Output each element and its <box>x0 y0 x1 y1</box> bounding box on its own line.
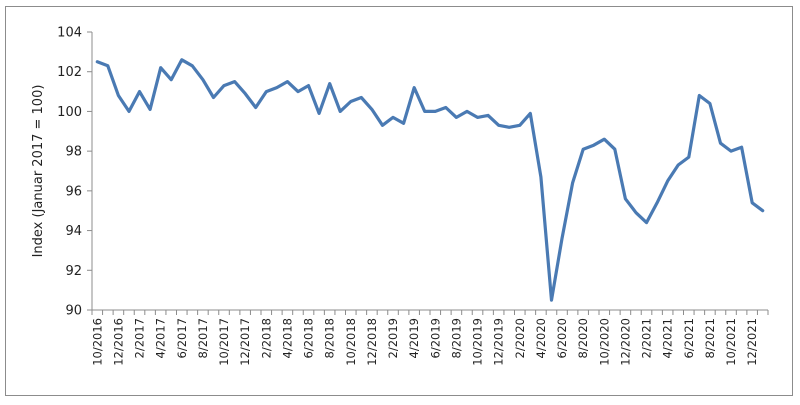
x-tick-label: 12/2018 <box>365 318 379 366</box>
x-tick-label: 6/2017 <box>175 318 189 358</box>
y-axis-label: Index (Januar 2017 = 100) <box>31 85 46 258</box>
x-tick-label: 6/2019 <box>428 318 442 358</box>
x-tick-label: 2/2021 <box>640 318 654 358</box>
y-tick-label: 100 <box>57 105 82 120</box>
x-tick-label: 6/2020 <box>555 318 569 358</box>
chart-frame <box>5 6 793 396</box>
x-tick-label: 6/2021 <box>682 318 696 358</box>
x-tick-label: 8/2017 <box>196 318 210 358</box>
x-tick-label: 10/2017 <box>217 318 231 366</box>
x-tick-label: 2/2020 <box>513 318 527 358</box>
x-tick-label: 8/2021 <box>703 318 717 358</box>
y-tick-label: 102 <box>57 65 82 80</box>
x-tick-label: 12/2020 <box>618 318 632 366</box>
x-tick-label: 8/2018 <box>323 318 337 358</box>
x-tick-label: 10/2016 <box>90 318 104 366</box>
x-tick-label: 2/2017 <box>133 318 147 358</box>
x-tick-label: 4/2021 <box>661 318 675 358</box>
x-tick-label: 12/2016 <box>111 318 125 366</box>
x-tick-label: 10/2021 <box>724 318 738 366</box>
x-tick-label: 10/2018 <box>344 318 358 366</box>
x-tick-label: 4/2020 <box>534 318 548 358</box>
x-tick-label: 8/2020 <box>576 318 590 358</box>
x-tick-label: 8/2019 <box>449 318 463 358</box>
series-line <box>95 58 765 302</box>
x-tick-label: 12/2019 <box>492 318 506 366</box>
x-tick-label: 12/2017 <box>238 318 252 366</box>
y-tick-label: 92 <box>65 264 82 279</box>
y-tick-label: 98 <box>65 145 82 160</box>
y-tick-label: 90 <box>65 304 82 319</box>
x-tick-label: 12/2021 <box>745 318 759 366</box>
x-tick-label: 2/2019 <box>386 318 400 358</box>
x-tick-label: 10/2019 <box>471 318 485 366</box>
y-axis-ticks: 90 92 94 96 98 100 102 104 <box>57 26 92 319</box>
x-tick-label: 10/2020 <box>597 318 611 366</box>
y-tick-label: 96 <box>65 184 82 199</box>
x-tick-label: 2/2018 <box>259 318 273 358</box>
x-tick-label: 6/2018 <box>302 318 316 358</box>
x-tick-label: 4/2018 <box>280 318 294 358</box>
x-tick-label: 4/2017 <box>154 318 168 358</box>
x-tick-label: 4/2019 <box>407 318 421 358</box>
y-tick-label: 104 <box>57 26 82 41</box>
y-tick-label: 94 <box>65 224 82 239</box>
x-axis-ticks: 10/2016 12/2016 2/2017 4/2017 6/2017 8/2017 10… <box>90 310 769 366</box>
